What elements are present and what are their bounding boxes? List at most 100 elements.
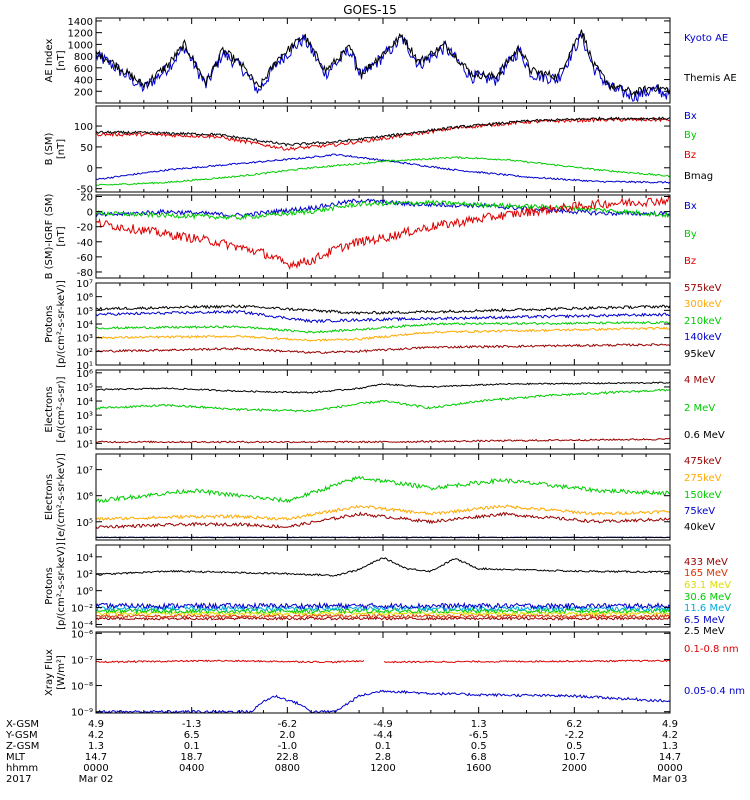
legend-entry-protons_high-3: 30.6 MeV [684, 592, 731, 603]
x-table-row-label: 2017 [6, 774, 31, 785]
series-line-bsm-3 [96, 116, 670, 147]
series-line-ae-1 [96, 29, 670, 97]
series-line-protons_low-3 [96, 309, 670, 324]
x-table-cell: 0.1 [184, 741, 200, 752]
y-tick-label: 10⁶ [76, 369, 93, 380]
x-table-cell: 4.9 [662, 719, 678, 730]
y-tick-label: 800 [74, 52, 93, 63]
legend-entry-protons_low-2: 210keV [684, 316, 722, 327]
series-line-bsm-1 [96, 156, 670, 187]
y-tick-label: 10⁴ [76, 320, 93, 331]
x-axis-table: X-GSMY-GSMZ-GSMMLThhmm20174.94.21.314.70… [5, 719, 687, 785]
y-tick-label: 10² [76, 347, 93, 358]
x-table-cell: 1.3 [662, 741, 678, 752]
y-axis-label: [nT] [56, 226, 67, 246]
x-table-cell: 0400 [179, 763, 204, 774]
legend-entry-electrons_high-0: 4 MeV [684, 375, 715, 386]
legend-entry-protons_low-1: 300keV [684, 299, 722, 310]
x-table-row-label: hhmm [6, 763, 38, 774]
y-tick-label: 1400 [68, 17, 93, 28]
x-table-row-label: Y-GSM [5, 730, 38, 741]
y-tick-label: 10⁻⁸ [71, 682, 93, 693]
x-table-cell: 4.2 [662, 730, 678, 741]
x-table-cell: 0.1 [375, 741, 391, 752]
y-tick-label: 10⁻² [71, 604, 93, 615]
series-line-protons_high-5 [96, 601, 670, 611]
x-table-cell: 0800 [275, 763, 300, 774]
y-axis-label: Electrons [44, 474, 55, 520]
x-table-row-label: Z-GSM [6, 741, 39, 752]
y-axis-label: [p/(cm²-s-sr-keV)] [56, 542, 67, 630]
y-tick-label: 20 [80, 193, 93, 204]
y-tick-label: 10⁻⁹ [71, 708, 93, 719]
x-table-cell: 14.7 [659, 752, 681, 763]
x-table-cell: 2000 [562, 763, 587, 774]
y-tick-label: 10⁵ [76, 383, 93, 394]
legend-entry-ae-1: Themis AE [683, 73, 737, 84]
legend-entry-electrons_high-2: 0.6 MeV [684, 430, 725, 441]
x-table-cell: 4.2 [88, 730, 104, 741]
x-table-cell: 6.2 [566, 719, 582, 730]
y-tick-label: 10¹ [76, 361, 93, 372]
series-group [96, 116, 670, 187]
legend-entry-bsm-0: Bx [684, 111, 697, 122]
legend-entry-protons_high-4: 11.6 MeV [684, 603, 731, 614]
figure-title: GOES-15 [343, 3, 397, 17]
x-table-cell: 4.9 [88, 719, 104, 730]
x-table-cell: 10.7 [563, 752, 585, 763]
y-axis-label: Protons [44, 567, 55, 604]
y-tick-label: 10² [76, 570, 93, 581]
y-tick-label: 200 [74, 87, 93, 98]
y-tick-label: 10⁶ [76, 293, 93, 304]
series-line-electrons_high-1 [96, 388, 670, 413]
series-group [96, 381, 670, 444]
series-line-electrons_low-0 [96, 511, 670, 529]
legend-entry-protons_high-2: 63.1 MeV [684, 580, 731, 591]
series-line-protons_high-3 [96, 607, 670, 615]
legend-entry-electrons_low-3: 75keV [684, 506, 715, 517]
series-line-bsm-0 [96, 153, 670, 184]
series-group [96, 304, 670, 354]
legend-entry-protons_low-0: 575keV [684, 283, 722, 294]
panel-dbsm: -80 -60 -40 -20 0 20 B (SM)-IGRF (SM) [nT] Bx By B… [44, 193, 697, 280]
x-table-cell: Mar 03 [653, 774, 688, 785]
y-axis-label: [e/(cm²-s-sr-keV)] [56, 453, 67, 541]
panel-xray: 10⁻⁹ 10⁻⁸ 10⁻⁷ 10⁻⁶ Xray Flux [W/m²] 0.1-0.8 n… [44, 629, 745, 718]
x-table-cell: -1.0 [278, 741, 298, 752]
series-line-protons_high-0 [96, 616, 670, 621]
x-table-cell: 6.8 [471, 752, 487, 763]
x-table-cell: 0000 [83, 763, 108, 774]
panel-electrons_high: 10¹ 10² 10³ 10⁴ 10⁵ 10⁶ Electrons [e/(cm²-s-sr)… [44, 369, 725, 451]
y-axis-label: [W/m²] [56, 655, 67, 690]
series-group [96, 29, 670, 103]
y-tick-label: 0 [87, 208, 93, 219]
legend-entry-electrons_high-1: 2 MeV [684, 403, 715, 414]
x-table-cell: 0.5 [471, 741, 487, 752]
legend-entry-protons_low-3: 140keV [684, 332, 722, 343]
series-line-protons_high-6 [96, 557, 670, 577]
y-tick-label: 100 [74, 122, 93, 133]
series-line-protons_low-2 [96, 321, 670, 334]
x-table-cell: -6.2 [278, 719, 298, 730]
panel-bsm: -50 0 50 100 B (SM) [nT] Bx By Bz Bmag [44, 105, 713, 196]
legend-entry-electrons_low-2: 150keV [684, 490, 722, 501]
x-table-cell: 0000 [657, 763, 682, 774]
series-line-dbsm-1 [96, 199, 670, 221]
y-tick-label: 10⁴ [76, 397, 93, 408]
y-tick-label: -80 [77, 268, 93, 279]
legend-entry-electrons_low-1: 275keV [684, 473, 722, 484]
y-tick-label: 1200 [68, 29, 93, 40]
y-axis-label: [nT] [56, 50, 67, 70]
y-axis-label: [nT] [56, 139, 67, 159]
series-line-protons_low-4 [96, 304, 670, 315]
y-tick-label: 0 [87, 164, 93, 175]
series-line-protons_high-1 [96, 613, 670, 619]
legend-entry-bsm-2: Bz [684, 150, 696, 161]
y-axis-label: Xray Flux [44, 649, 55, 696]
y-tick-label: -40 [77, 238, 93, 249]
legend-entry-protons_high-0: 433 MeV [684, 557, 728, 568]
panel-protons_low: 10¹ 10² 10³ 10⁴ 10⁵ 10⁶ 10⁷ Protons [p/(cm²-s-sr… [44, 279, 722, 372]
y-tick-label: 10⁻⁴ [71, 620, 93, 631]
legend-entry-protons_low-4: 95keV [684, 349, 715, 360]
